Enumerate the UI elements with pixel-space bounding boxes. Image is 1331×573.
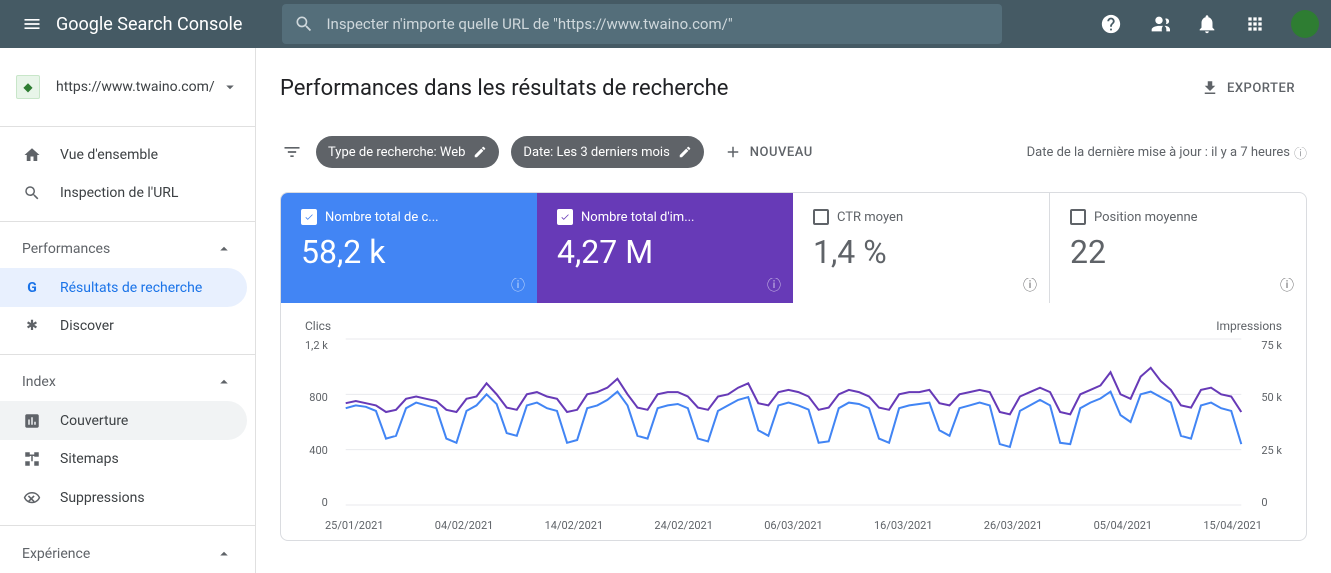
x-axis: 25/01/202104/02/202114/02/202124/02/2021…: [305, 515, 1282, 532]
chevron-up-icon: [215, 373, 233, 391]
help-icon[interactable]: ⓘ: [511, 275, 525, 295]
property-selector[interactable]: ◆ https://www.twaino.com/: [0, 64, 255, 110]
section-performance[interactable]: Performances: [0, 230, 255, 269]
sidebar-item-discover[interactable]: ✱ Discover: [0, 307, 247, 346]
export-button[interactable]: EXPORTER: [1189, 70, 1307, 106]
metric-position[interactable]: Position moyenne 22 ⓘ: [1050, 193, 1306, 303]
performance-card: Nombre total de c... 58,2 k ⓘ Nombre tot…: [280, 192, 1307, 541]
chart: Clics Impressions 1,2 k8004000 75 k50 k2…: [281, 303, 1306, 540]
plus-icon: [724, 143, 742, 161]
help-icon[interactable]: [1091, 4, 1131, 44]
search-icon: [294, 14, 314, 34]
filter-icon[interactable]: [280, 140, 304, 164]
metric-clicks[interactable]: Nombre total de c... 58,2 k ⓘ: [281, 193, 537, 303]
sidebar-item-sitemaps[interactable]: Sitemaps: [0, 440, 247, 479]
section-index[interactable]: Index: [0, 363, 255, 402]
apps-icon[interactable]: [1235, 4, 1275, 44]
menu-icon[interactable]: [12, 4, 52, 44]
sitemaps-icon: [22, 450, 42, 468]
chevron-down-icon: [221, 78, 239, 96]
download-icon: [1201, 79, 1219, 97]
chevron-up-icon: [215, 240, 233, 258]
metric-position-value: 22: [1070, 233, 1286, 271]
property-url: https://www.twaino.com/: [56, 79, 221, 95]
checkbox-icon: [1070, 209, 1086, 225]
users-icon[interactable]: [1139, 4, 1179, 44]
help-icon[interactable]: ⓘ: [1280, 275, 1294, 295]
checkbox-checked-icon: [557, 209, 573, 225]
logo: Google Search Console: [56, 14, 242, 35]
filter-search-type[interactable]: Type de recherche: Web: [316, 136, 499, 168]
avatar[interactable]: [1291, 10, 1319, 38]
sidebar-item-coverage[interactable]: Couverture: [0, 401, 247, 440]
coverage-icon: [22, 412, 42, 430]
discover-icon: ✱: [22, 318, 42, 334]
chart-right-title: Impressions: [1216, 319, 1282, 333]
sidebar-item-overview[interactable]: Vue d'ensemble: [0, 135, 247, 174]
search-input[interactable]: [326, 15, 990, 33]
chart-left-title: Clics: [305, 319, 331, 333]
metric-impressions-value: 4,27 M: [557, 233, 773, 271]
url-inspect-bar[interactable]: [282, 4, 1002, 44]
sidebar-item-url-inspection[interactable]: Inspection de l'URL: [0, 174, 247, 213]
line-chart: [305, 335, 1282, 515]
metric-ctr[interactable]: CTR moyen 1,4 % ⓘ: [793, 193, 1050, 303]
last-update-text: Date de la dernière mise à jour : il y a…: [1027, 143, 1307, 162]
sidebar-item-removals[interactable]: Suppressions: [0, 479, 247, 518]
main-content: Performances dans les résultats de reche…: [256, 48, 1331, 573]
add-filter-button[interactable]: NOUVEAU: [716, 143, 821, 161]
help-icon[interactable]: ⓘ: [767, 275, 781, 295]
chevron-up-icon: [215, 545, 233, 563]
edit-icon: [678, 145, 692, 159]
search-icon: [22, 184, 42, 202]
notifications-icon[interactable]: [1187, 4, 1227, 44]
metric-ctr-value: 1,4 %: [813, 233, 1029, 271]
checkbox-icon: [813, 209, 829, 225]
sidebar-item-search-results[interactable]: G Résultats de recherche: [0, 268, 247, 307]
edit-icon: [473, 145, 487, 159]
property-icon: ◆: [16, 75, 40, 99]
section-experience[interactable]: Expérience: [0, 534, 255, 573]
page-title: Performances dans les résultats de reche…: [280, 76, 728, 101]
filter-date[interactable]: Date: Les 3 derniers mois: [511, 136, 703, 168]
checkbox-checked-icon: [301, 209, 317, 225]
metric-clicks-value: 58,2 k: [301, 233, 517, 271]
help-icon[interactable]: ⓘ: [1023, 275, 1037, 295]
google-icon: G: [22, 280, 42, 296]
sidebar: ◆ https://www.twaino.com/ Vue d'ensemble…: [0, 48, 256, 573]
metric-impressions[interactable]: Nombre total d'im... 4,27 M ⓘ: [537, 193, 793, 303]
home-icon: [22, 146, 42, 164]
removals-icon: [22, 489, 42, 507]
